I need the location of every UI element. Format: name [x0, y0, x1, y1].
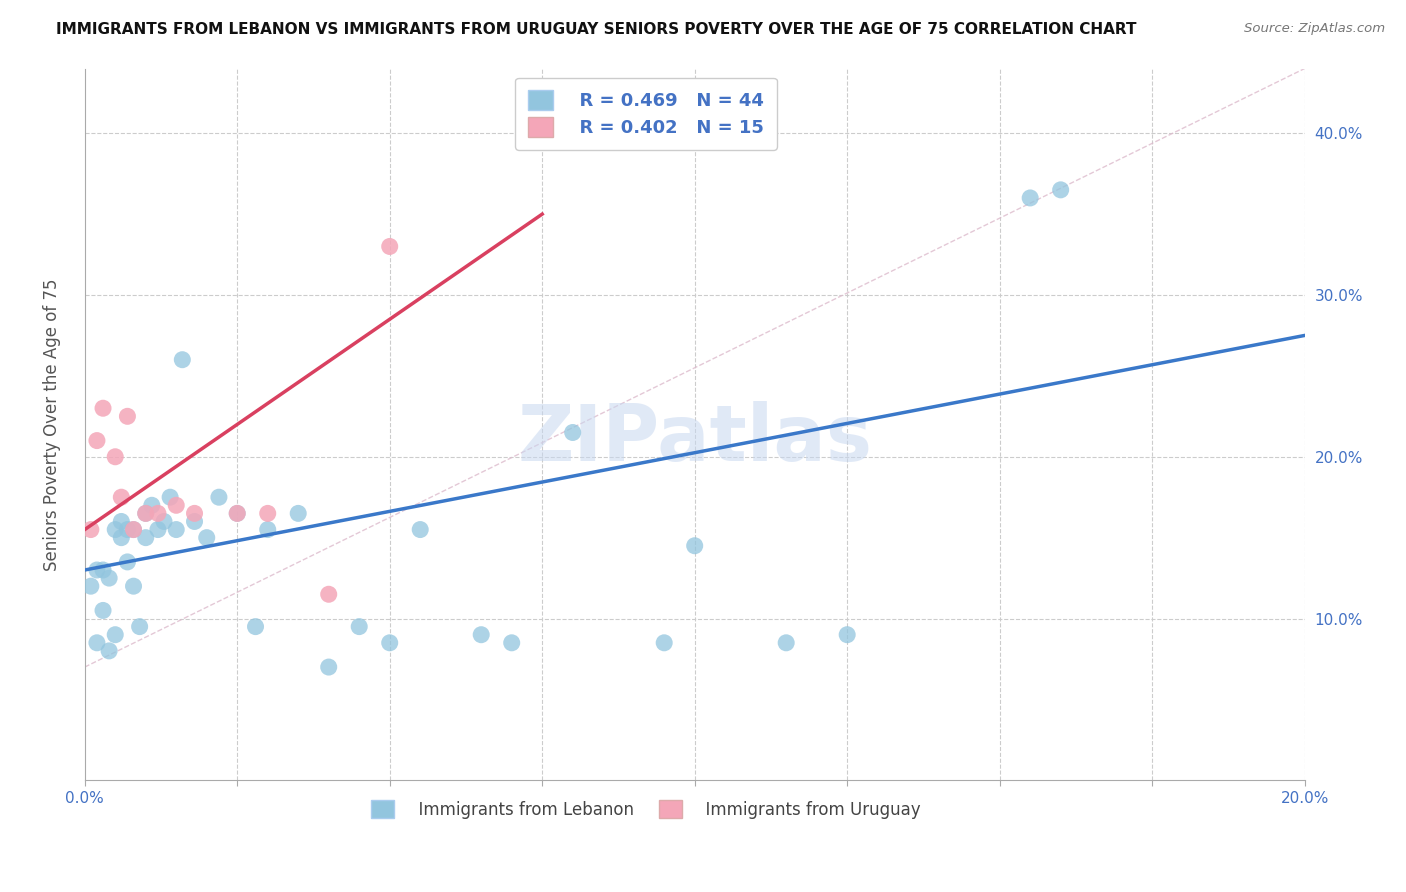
Point — [135, 531, 157, 545]
Point — [1049, 183, 1071, 197]
Point — [91, 603, 114, 617]
Point — [141, 498, 163, 512]
Point — [256, 507, 278, 521]
Point — [122, 523, 145, 537]
Point — [98, 644, 121, 658]
Point — [245, 619, 267, 633]
Point — [195, 531, 218, 545]
Point — [91, 563, 114, 577]
Point — [172, 352, 194, 367]
Point — [86, 434, 108, 448]
Point — [98, 571, 121, 585]
Point — [146, 507, 169, 521]
Point — [110, 515, 132, 529]
Point — [104, 523, 127, 537]
Text: ZIPatlas: ZIPatlas — [517, 401, 872, 476]
Point — [208, 490, 231, 504]
Point — [135, 507, 157, 521]
Point — [122, 523, 145, 537]
Y-axis label: Seniors Poverty Over the Age of 75: Seniors Poverty Over the Age of 75 — [44, 278, 60, 571]
Point — [837, 628, 859, 642]
Point — [117, 523, 139, 537]
Point — [378, 636, 401, 650]
Point — [318, 660, 340, 674]
Point — [104, 628, 127, 642]
Text: Source: ZipAtlas.com: Source: ZipAtlas.com — [1244, 22, 1385, 36]
Point — [652, 636, 675, 650]
Point — [226, 507, 249, 521]
Point — [165, 523, 187, 537]
Point — [135, 507, 157, 521]
Point — [159, 490, 181, 504]
Point — [117, 555, 139, 569]
Point — [561, 425, 583, 440]
Point — [378, 239, 401, 253]
Point — [409, 523, 432, 537]
Point — [470, 628, 492, 642]
Point — [501, 636, 523, 650]
Point — [146, 523, 169, 537]
Point — [153, 515, 176, 529]
Point — [117, 409, 139, 424]
Point — [183, 507, 205, 521]
Point — [347, 619, 370, 633]
Legend:   Immigrants from Lebanon,   Immigrants from Uruguay: Immigrants from Lebanon, Immigrants from… — [364, 793, 928, 825]
Point — [110, 490, 132, 504]
Point — [80, 579, 103, 593]
Point — [80, 523, 103, 537]
Point — [86, 636, 108, 650]
Point — [86, 563, 108, 577]
Point — [110, 531, 132, 545]
Point — [775, 636, 797, 650]
Text: IMMIGRANTS FROM LEBANON VS IMMIGRANTS FROM URUGUAY SENIORS POVERTY OVER THE AGE : IMMIGRANTS FROM LEBANON VS IMMIGRANTS FR… — [56, 22, 1136, 37]
Point — [104, 450, 127, 464]
Point — [183, 515, 205, 529]
Point — [91, 401, 114, 416]
Point — [683, 539, 706, 553]
Point — [165, 498, 187, 512]
Point — [318, 587, 340, 601]
Point — [122, 579, 145, 593]
Point — [1019, 191, 1042, 205]
Point — [226, 507, 249, 521]
Point — [256, 523, 278, 537]
Point — [287, 507, 309, 521]
Point — [128, 619, 150, 633]
